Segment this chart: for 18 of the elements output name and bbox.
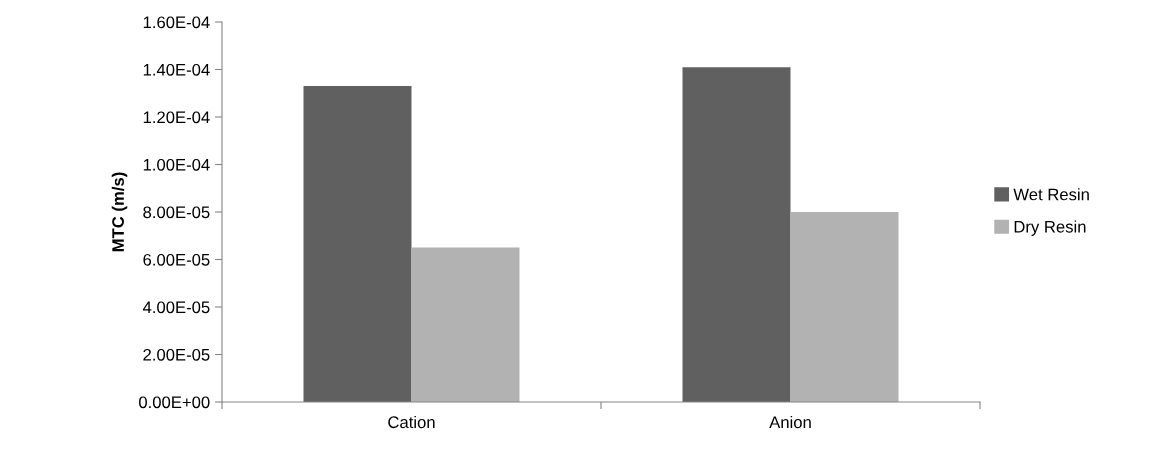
y-tick-label: 1.20E-04 (143, 111, 210, 124)
legend-label: Dry Resin (1014, 220, 1086, 236)
y-tick-label: 4.00E-05 (142, 301, 210, 314)
y-tick-label: 1.40E-04 (143, 63, 210, 76)
y-axis-title: MTC (m/s) (111, 172, 128, 252)
bar (682, 67, 791, 402)
bar (790, 212, 899, 402)
y-tick-label: 0.00E+00 (139, 396, 210, 409)
y-tick-label: 8.00E-05 (143, 206, 210, 219)
legend-label: Wet Resin (1013, 188, 1089, 201)
y-tick-label: 6.00E-05 (143, 253, 210, 266)
y-tick-label: 1.00E-04 (143, 158, 210, 171)
x-tick-label: Anion (769, 415, 811, 429)
bar (303, 86, 412, 402)
y-tick-label: 1.60E-04 (143, 16, 210, 29)
bar (411, 247, 520, 402)
x-tick-label: Cation (388, 415, 435, 429)
y-tick-label: 2.00E-05 (143, 348, 210, 361)
